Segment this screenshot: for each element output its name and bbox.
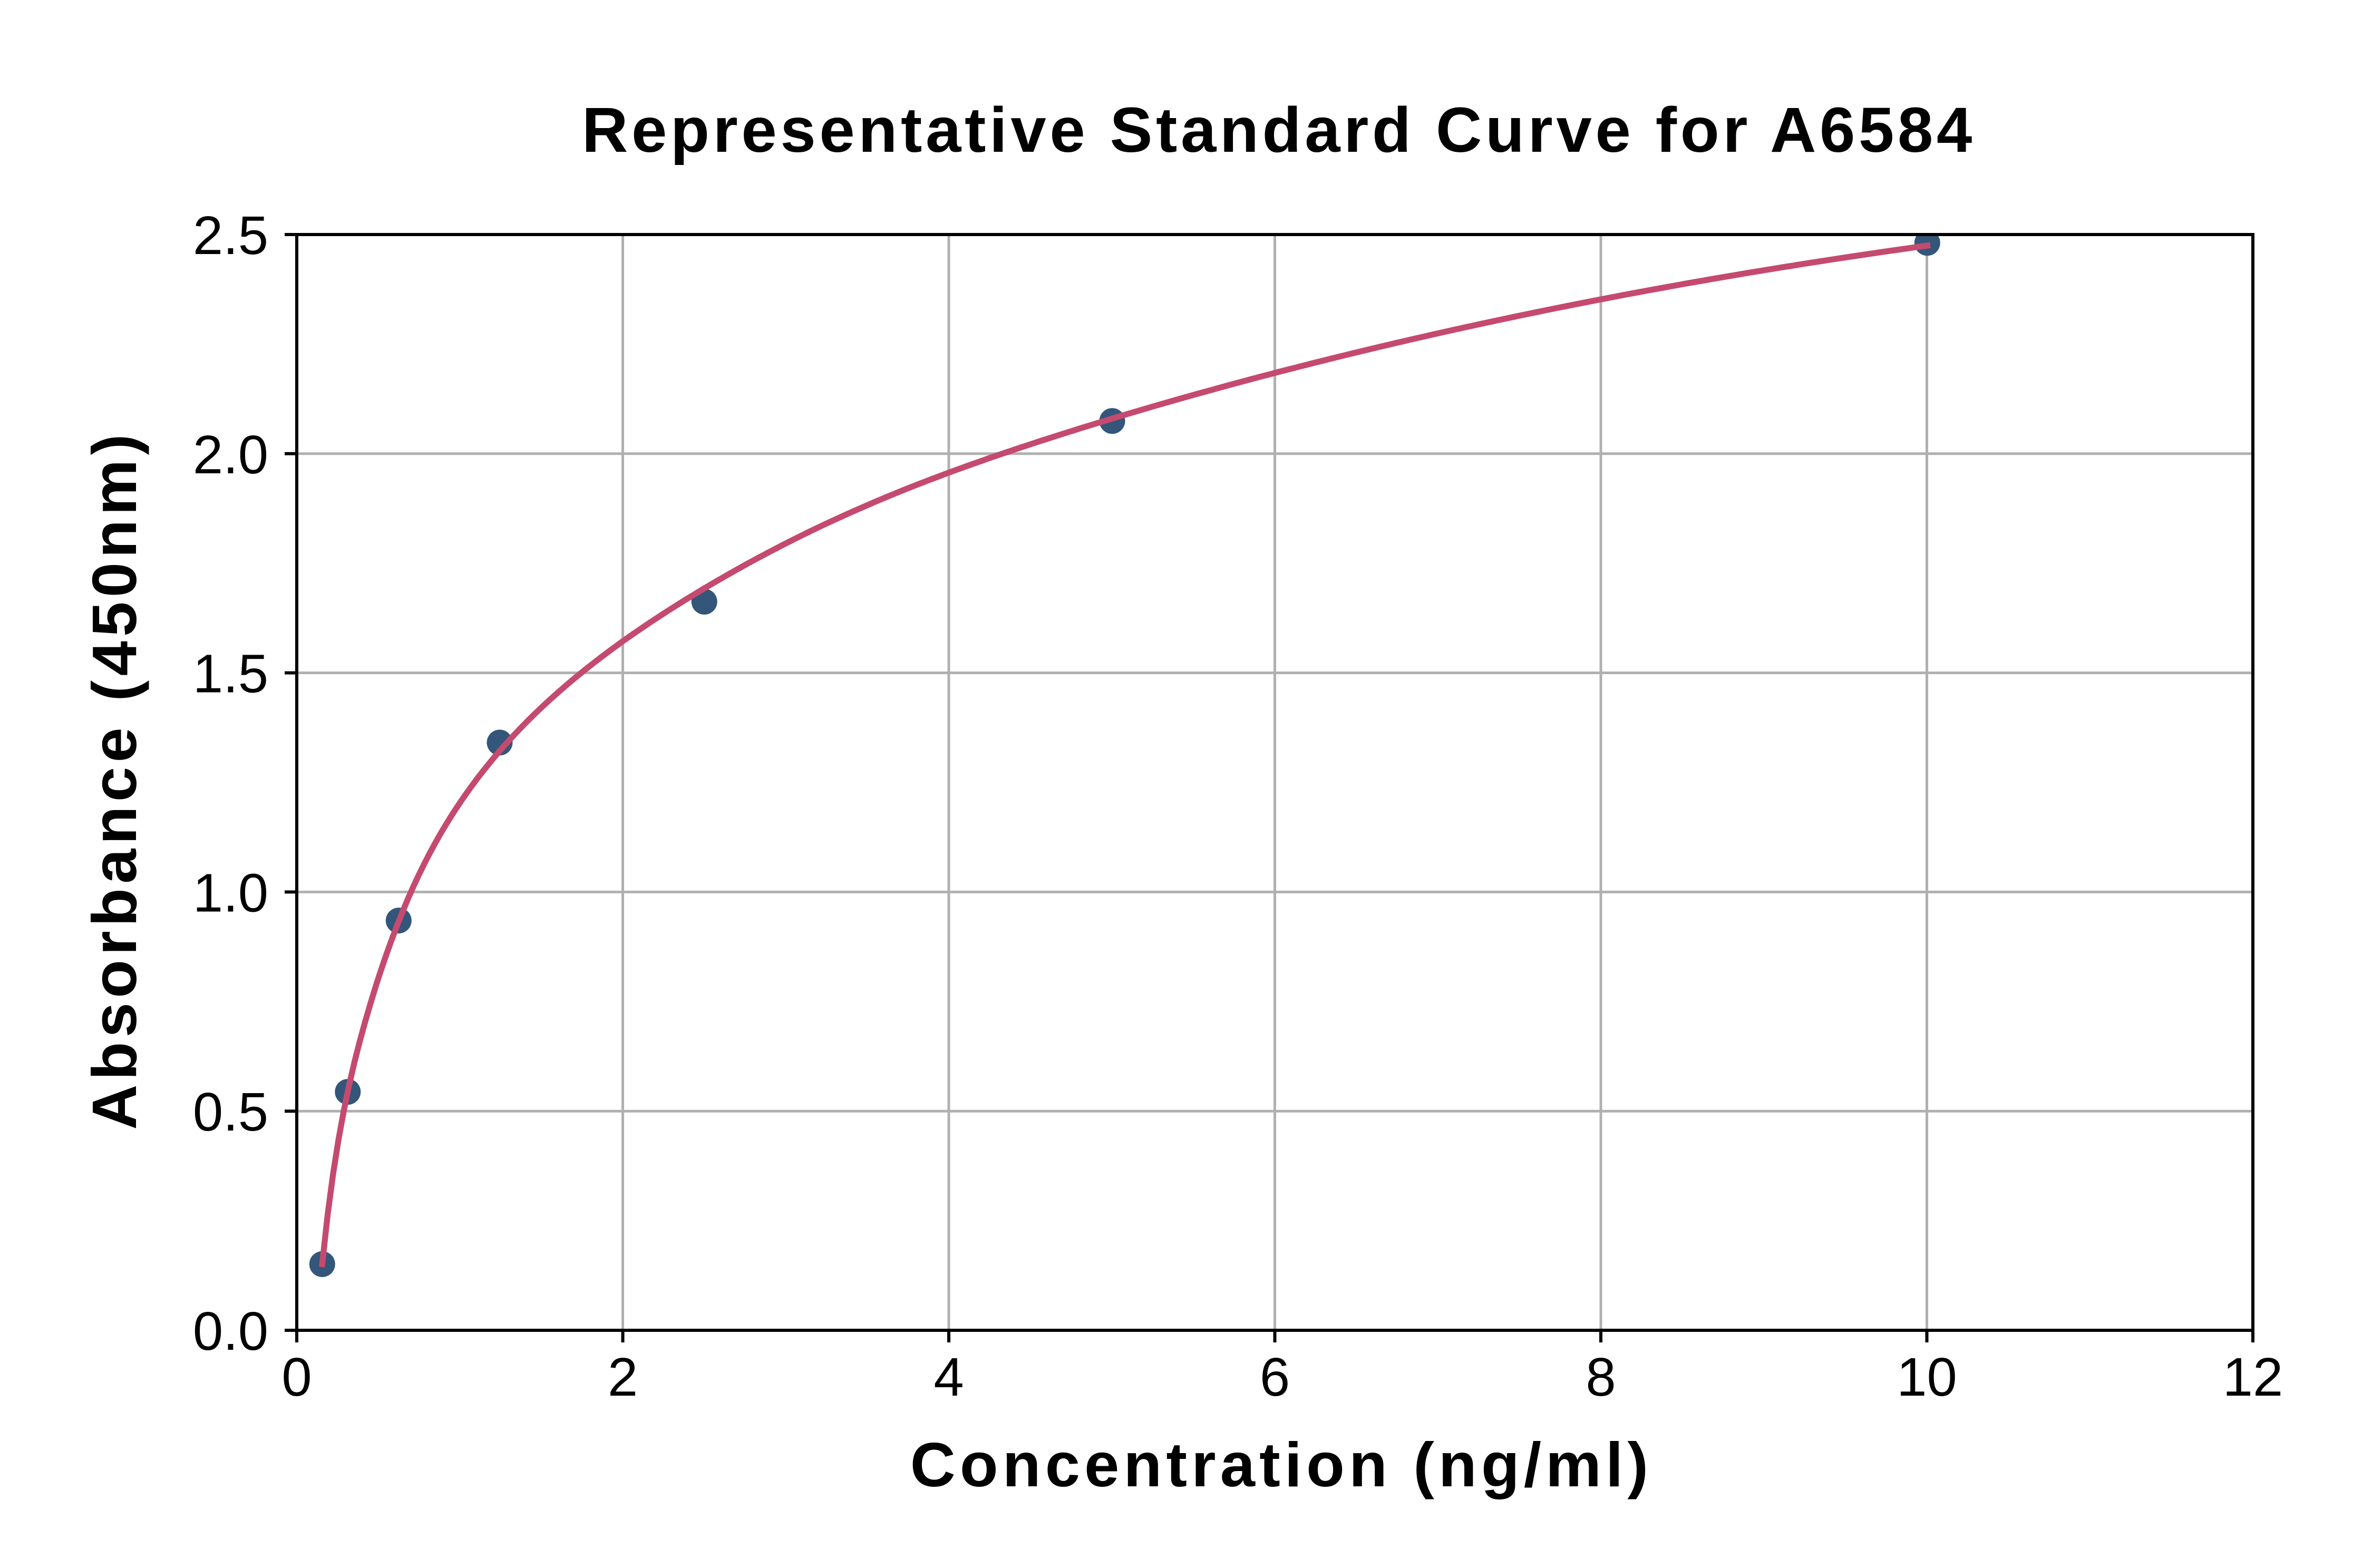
svg-text:4: 4 [934, 1347, 964, 1407]
svg-text:Concentration (ng/ml): Concentration (ng/ml) [910, 1430, 1652, 1500]
svg-text:0.5: 0.5 [193, 1082, 268, 1142]
svg-text:6: 6 [1260, 1347, 1290, 1407]
svg-text:12: 12 [2223, 1347, 2283, 1407]
svg-text:0: 0 [281, 1347, 312, 1407]
svg-text:2: 2 [608, 1347, 638, 1407]
svg-text:10: 10 [1897, 1347, 1957, 1407]
svg-text:1.0: 1.0 [193, 862, 268, 923]
svg-text:Representative Standard Curve: Representative Standard Curve for A6584 [582, 94, 1976, 165]
svg-text:2.5: 2.5 [193, 205, 268, 266]
svg-text:0.0: 0.0 [193, 1301, 268, 1361]
svg-text:Absorbance (450nm): Absorbance (450nm) [80, 430, 150, 1129]
svg-text:8: 8 [1586, 1347, 1616, 1407]
svg-text:2.0: 2.0 [193, 424, 268, 485]
svg-text:1.5: 1.5 [193, 644, 268, 704]
